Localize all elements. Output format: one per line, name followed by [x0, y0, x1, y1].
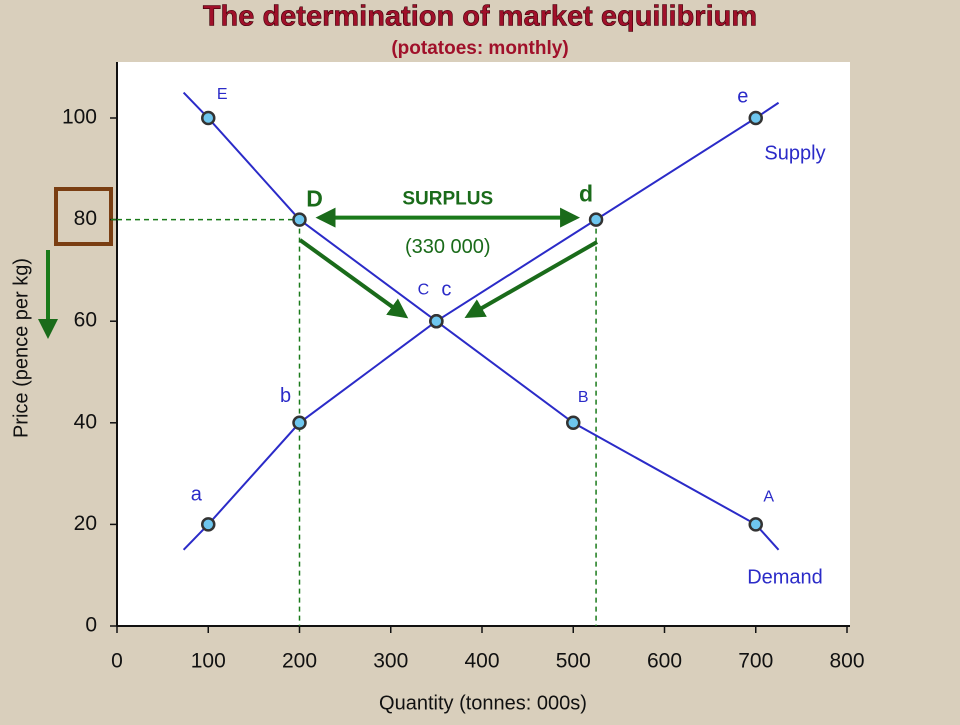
point — [429, 313, 444, 329]
plot-area — [117, 62, 850, 626]
chart-subtitle: (potatoes: monthly) — [391, 38, 568, 59]
y-axis-label: Price (pence per kg) — [10, 258, 32, 438]
legend-label: Demand — [747, 566, 823, 588]
point — [566, 415, 581, 431]
point-label: A — [763, 489, 774, 506]
x-tick-label: 400 — [464, 650, 499, 673]
x-tick-label: 0 — [111, 650, 123, 673]
point-label: D — [306, 186, 323, 212]
point — [748, 517, 763, 532]
point-label: B — [578, 389, 589, 406]
surplus-value: (330 000) — [405, 236, 491, 258]
point — [292, 415, 307, 431]
y-tick-label: 100 — [62, 106, 97, 129]
surplus-label: SURPLUS — [402, 189, 493, 210]
chart-title: The determination of market equilibrium — [203, 1, 757, 33]
point-label: c — [441, 278, 451, 300]
price-highlight-box — [54, 187, 113, 246]
adjust-arrow — [464, 240, 598, 318]
x-tick-label: 500 — [556, 650, 591, 673]
point-label: a — [191, 484, 203, 506]
x-tick-label: 100 — [191, 650, 226, 673]
x-tick-label: 300 — [373, 650, 408, 673]
point-label: E — [217, 86, 228, 103]
x-tick-label: 200 — [282, 650, 317, 673]
point-label: C — [418, 281, 430, 298]
y-tick-label: 60 — [74, 309, 97, 332]
point-label: b — [280, 385, 291, 407]
adjust-arrow — [298, 238, 409, 319]
point — [588, 212, 604, 227]
x-axis-label: Quantity (tonnes: 000s) — [379, 692, 587, 714]
plot: 0 100 200 300 400 500 600 700 800 0 20 40 60 80 100 SUR… — [62, 62, 865, 673]
y-tick-label: 40 — [74, 410, 97, 433]
x-tick-label: 600 — [647, 650, 682, 673]
point — [292, 212, 307, 227]
y-tick-label: 80 — [74, 207, 97, 230]
x-tick-label: 800 — [829, 650, 864, 673]
point — [201, 517, 216, 532]
point — [201, 110, 216, 126]
y-tick-label: 0 — [85, 614, 97, 637]
y-tick-label: 20 — [74, 512, 97, 535]
legend-label: Supply — [764, 142, 825, 164]
point-label: d — [579, 181, 593, 207]
point — [748, 110, 763, 126]
point-label: e — [737, 85, 748, 107]
x-tick-label: 700 — [738, 650, 773, 673]
